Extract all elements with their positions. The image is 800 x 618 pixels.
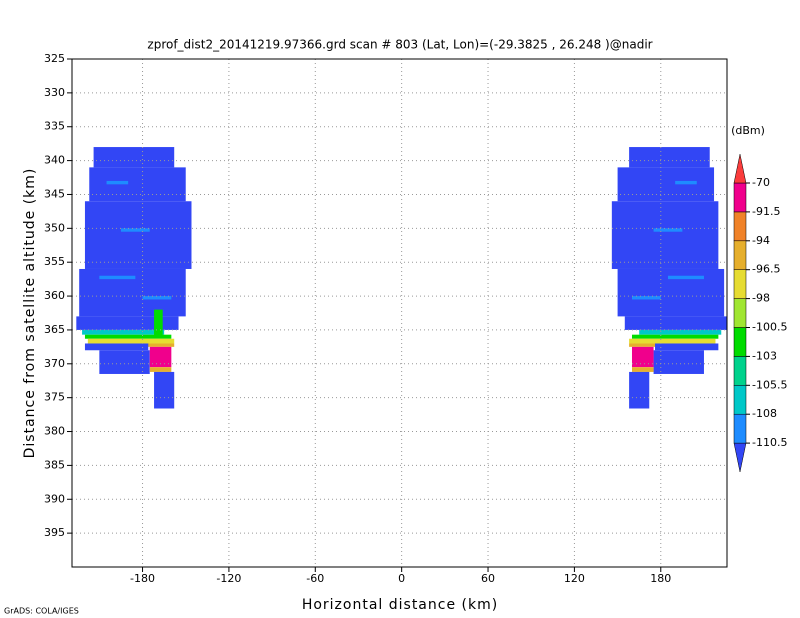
x-tick-label: -180 xyxy=(130,572,155,585)
colorbar-tick-label: -103 xyxy=(752,349,777,362)
y-tick-label: 380 xyxy=(44,425,65,438)
x-tick-label: -120 xyxy=(216,572,241,585)
colorbar-tick-label: -70 xyxy=(752,176,770,189)
colorbar-segment xyxy=(733,211,747,242)
y-tick-label: 390 xyxy=(44,492,65,505)
colorbar-tick-label: -91.5 xyxy=(752,205,780,218)
y-tick-label: 350 xyxy=(44,221,65,234)
cell xyxy=(84,343,149,351)
x-tick-label: 120 xyxy=(564,572,585,585)
cell xyxy=(149,346,172,368)
x-tick-label: -60 xyxy=(306,572,324,585)
colorbar-segment xyxy=(733,413,747,444)
cell xyxy=(82,329,165,335)
cell xyxy=(154,371,175,409)
cell xyxy=(611,201,719,269)
x-tick-label: 60 xyxy=(481,572,495,585)
cell xyxy=(653,228,683,232)
x-axis-title: Horizontal distance (km) xyxy=(302,597,498,613)
cell xyxy=(639,329,722,335)
colorbar-segment xyxy=(733,327,747,357)
colorbar-tick-label: -108 xyxy=(752,407,777,420)
cell xyxy=(142,296,172,300)
cell xyxy=(120,228,150,232)
cell xyxy=(93,147,175,168)
colorbar-segment xyxy=(733,182,747,213)
y-tick-label: 345 xyxy=(44,187,65,200)
cell xyxy=(629,343,676,347)
colorbar-tick-label: -105.5 xyxy=(752,378,787,391)
cell xyxy=(84,201,192,269)
y-tick-label: 325 xyxy=(44,52,65,65)
cell xyxy=(675,180,697,185)
y-tick-label: 340 xyxy=(44,154,65,167)
colorbar-tick-label: -94 xyxy=(752,234,770,247)
cell xyxy=(655,343,719,351)
colorbar-label: (dBm) xyxy=(731,124,765,137)
cell xyxy=(99,275,136,280)
y-tick-label: 365 xyxy=(44,323,65,336)
colorbar-segment xyxy=(733,385,747,415)
cell xyxy=(84,334,172,339)
x-tick-label: 180 xyxy=(650,572,671,585)
cell xyxy=(631,367,654,372)
colorbar-segment xyxy=(733,269,747,299)
cell xyxy=(617,167,715,202)
cell xyxy=(631,346,654,368)
y-tick-label: 370 xyxy=(44,357,65,370)
cell xyxy=(89,167,186,202)
colorbar-tick-label: -110.5 xyxy=(752,436,787,449)
plot-frame xyxy=(71,58,728,568)
x-tick-label: 0 xyxy=(398,572,405,585)
cell xyxy=(128,343,175,347)
y-tick-label: 360 xyxy=(44,289,65,302)
y-tick-label: 385 xyxy=(44,458,65,471)
cell xyxy=(631,334,719,339)
y-tick-label: 330 xyxy=(44,86,65,99)
cell xyxy=(629,371,650,409)
cell xyxy=(629,338,716,344)
cell xyxy=(76,316,179,330)
chart-title: zprof_dist2_20141219.97366.grd scan # 80… xyxy=(147,38,652,52)
colorbar-segment xyxy=(733,298,747,328)
cell xyxy=(149,367,172,372)
cell xyxy=(631,296,661,300)
cell xyxy=(106,180,129,185)
footer: GrADS: COLA/IGES xyxy=(4,607,79,616)
y-tick-label: 375 xyxy=(44,391,65,404)
y-axis-title: Distance from satellite altitude (km) xyxy=(22,168,38,459)
cell xyxy=(653,350,704,374)
cell xyxy=(87,338,175,344)
colorbar-tick-label: -98 xyxy=(752,292,770,305)
colorbar-segment xyxy=(733,154,747,184)
cell xyxy=(99,350,150,374)
y-tick-label: 395 xyxy=(44,526,65,539)
colorbar-segment xyxy=(733,442,747,473)
y-tick-label: 355 xyxy=(44,255,65,268)
colorbar-tick-label: -100.5 xyxy=(752,321,787,334)
colorbar-segment xyxy=(733,356,747,386)
colorbar-segment xyxy=(733,240,747,270)
colorbar-tick-label: -96.5 xyxy=(752,263,780,276)
cell xyxy=(629,147,710,168)
cell xyxy=(154,309,163,337)
cell xyxy=(624,316,727,330)
cell xyxy=(667,275,704,280)
y-tick-label: 335 xyxy=(44,120,65,133)
